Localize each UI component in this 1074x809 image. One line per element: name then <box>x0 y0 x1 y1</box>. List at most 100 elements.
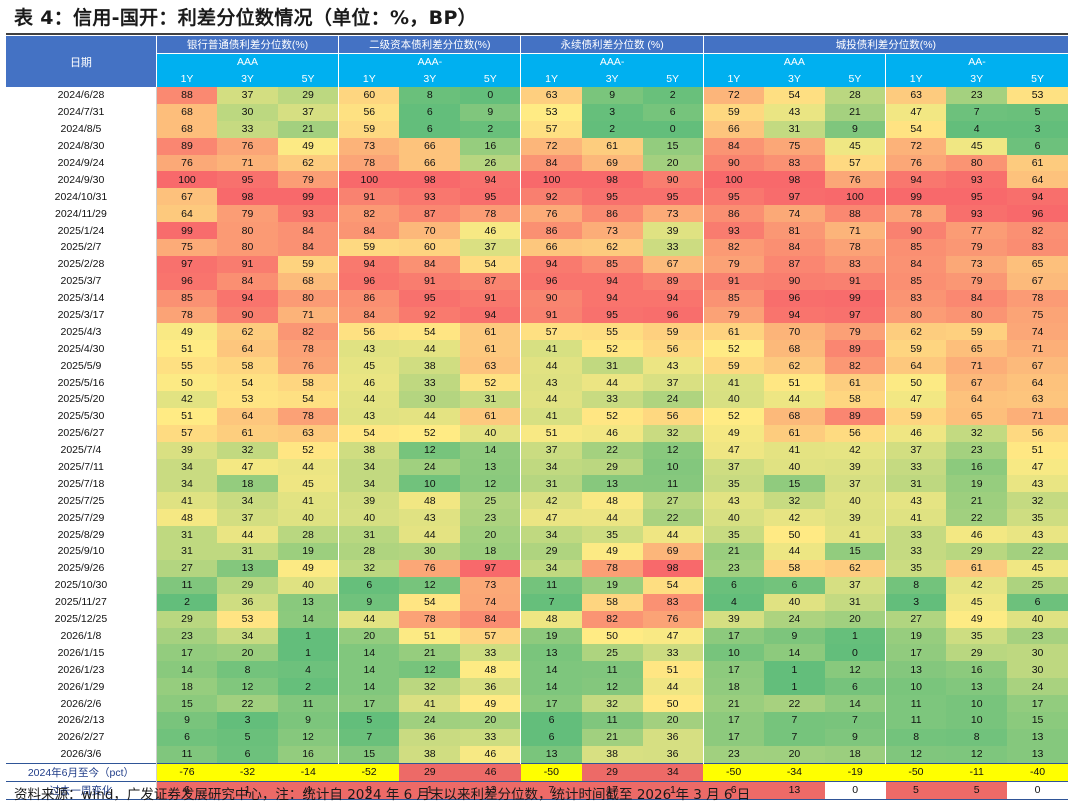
percentile-cell: 49 <box>156 323 218 341</box>
row-date: 2026/3/6 <box>6 745 157 764</box>
percentile-cell: 95 <box>460 188 522 206</box>
percentile-cell: 43 <box>338 407 400 425</box>
percentile-cell: 42 <box>946 576 1008 594</box>
percentile-cell: 44 <box>764 543 825 560</box>
percentile-cell: 7 <box>824 711 887 729</box>
change-cell: 0 <box>1007 780 1068 800</box>
percentile-cell: 62 <box>581 239 643 256</box>
percentile-cell: 47 <box>1007 458 1068 476</box>
row-date: 2025/7/11 <box>6 458 157 476</box>
percentile-cell: 76 <box>156 154 218 172</box>
percentile-cell: 85 <box>885 272 947 290</box>
percentile-cell: 61 <box>460 323 522 341</box>
percentile-cell: 15 <box>642 137 704 155</box>
percentile-cell: 23 <box>946 441 1008 459</box>
percentile-cell: 18 <box>460 543 522 560</box>
percentile-cell: 83 <box>824 255 887 273</box>
table-row: 2024/9/24 76 71 62 78 66 26 84 69 20 90 83 57 76 80 61 <box>6 154 1068 172</box>
percentile-cell: 2 <box>581 120 643 138</box>
percentile-cell: 25 <box>581 644 643 662</box>
percentile-cell: 20 <box>217 644 278 662</box>
percentile-cell: 7 <box>764 711 825 729</box>
percentile-cell: 12 <box>824 661 887 679</box>
percentile-cell: 43 <box>338 340 400 358</box>
percentile-cell: 14 <box>520 678 582 696</box>
row-date: 2025/3/7 <box>6 272 157 290</box>
table-row: 2025/9/26 27 13 49 32 76 97 34 78 98 23 58 62 35 61 45 <box>6 559 1068 577</box>
tenor-header: 5Y <box>1007 70 1068 87</box>
percentile-cell: 78 <box>581 559 643 577</box>
percentile-cell: 24 <box>399 711 461 729</box>
change-cell: 29 <box>581 762 643 782</box>
percentile-cell: 13 <box>581 475 643 493</box>
row-date: 2026/2/27 <box>6 728 157 746</box>
percentile-cell: 76 <box>277 357 340 375</box>
table-row: 2026/1/29 18 12 2 14 32 36 14 12 44 18 1 6 10 13 24 <box>6 678 1068 696</box>
change-cell: -40 <box>1007 762 1068 782</box>
percentile-cell: 51 <box>399 627 461 645</box>
percentile-cell: 16 <box>460 137 522 155</box>
percentile-cell: 43 <box>520 374 582 392</box>
percentile-cell: 57 <box>460 627 522 645</box>
percentile-cell: 26 <box>460 154 522 172</box>
row-date: 2025/10/30 <box>6 576 157 594</box>
percentile-cell: 51 <box>1007 441 1068 459</box>
percentile-cell: 44 <box>399 407 461 425</box>
percentile-cell: 6 <box>1007 137 1068 155</box>
change-cell: 1 <box>642 780 704 800</box>
percentile-cell: 38 <box>581 745 643 764</box>
percentile-cell: 31 <box>156 543 218 560</box>
percentile-cell: 33 <box>885 458 947 476</box>
percentile-cell: 85 <box>156 289 218 307</box>
table-row: 2025/7/4 39 32 52 38 12 14 37 22 12 47 41 42 37 23 51 <box>6 441 1068 459</box>
percentile-cell: 36 <box>399 728 461 746</box>
change-cell: 17 <box>581 780 643 800</box>
percentile-cell: 68 <box>156 120 218 138</box>
change-cell: 13 <box>764 780 825 800</box>
percentile-cell: 89 <box>156 137 218 155</box>
percentile-cell: 95 <box>642 188 704 206</box>
change-cell: 8 <box>338 780 400 800</box>
percentile-cell: 12 <box>399 661 461 679</box>
percentile-cell: 7 <box>338 728 400 746</box>
row-date: 2024/7/31 <box>6 103 157 121</box>
percentile-cell: 79 <box>946 272 1008 290</box>
group-header: 银行普通债利差分位数(%) <box>156 36 340 54</box>
percentile-cell: 20 <box>338 627 400 645</box>
percentile-cell: 21 <box>399 644 461 662</box>
percentile-cell: 55 <box>156 357 218 375</box>
percentile-cell: 94 <box>217 289 278 307</box>
percentile-cell: 41 <box>764 441 825 459</box>
percentile-cell: 54 <box>885 120 947 138</box>
percentile-cell: 10 <box>703 644 765 662</box>
percentile-cell: 67 <box>642 255 704 273</box>
percentile-cell: 94 <box>642 289 704 307</box>
percentile-cell: 41 <box>277 492 340 510</box>
percentile-cell: 9 <box>824 120 887 138</box>
percentile-cell: 76 <box>824 171 887 189</box>
percentile-cell: 4 <box>277 661 340 679</box>
percentile-cell: 77 <box>946 222 1008 240</box>
percentile-cell: 22 <box>642 509 704 527</box>
percentile-cell: 12 <box>217 678 278 696</box>
percentile-cell: 40 <box>1007 610 1068 628</box>
percentile-cell: 5 <box>217 728 278 746</box>
rating-header: AA- <box>885 53 1068 70</box>
percentile-cell: 41 <box>156 492 218 510</box>
percentile-cell: 95 <box>581 188 643 206</box>
percentile-cell: 59 <box>277 255 340 273</box>
percentile-cell: 18 <box>217 475 278 493</box>
percentile-cell: 72 <box>703 87 765 104</box>
percentile-cell: 29 <box>277 87 340 104</box>
percentile-cell: 18 <box>703 678 765 696</box>
percentile-cell: 30 <box>1007 644 1068 662</box>
row-date: 2025/9/10 <box>6 543 157 560</box>
percentile-cell: 43 <box>1007 475 1068 493</box>
percentile-cell: 57 <box>156 424 218 442</box>
percentile-cell: 28 <box>277 526 340 544</box>
percentile-cell: 29 <box>946 644 1008 662</box>
percentile-cell: 37 <box>642 374 704 392</box>
percentile-cell: 78 <box>885 205 947 223</box>
percentile-cell: 17 <box>703 627 765 645</box>
percentile-cell: 14 <box>277 610 340 628</box>
